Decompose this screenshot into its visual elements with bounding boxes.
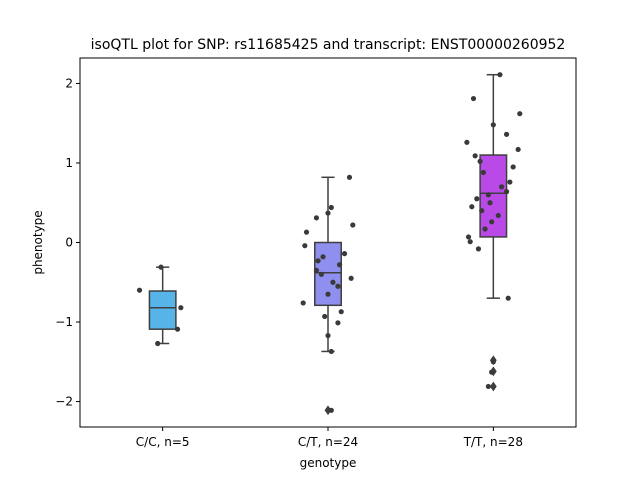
data-point	[503, 189, 510, 195]
chart-title: isoQTL plot for SNP: rs11685425 and tran…	[91, 37, 566, 53]
data-point	[338, 309, 344, 315]
data-point	[465, 234, 472, 240]
data-point	[477, 158, 483, 164]
data-point	[480, 169, 487, 176]
data-point	[322, 313, 328, 320]
y-axis: −2 −1 0 1 2	[55, 76, 80, 409]
data-point	[482, 226, 488, 232]
data-point	[336, 262, 343, 268]
data-point	[485, 192, 491, 198]
data-point	[350, 222, 356, 228]
box	[148, 290, 177, 330]
y-tick-label: 2	[65, 76, 73, 90]
data-point	[325, 332, 331, 339]
data-point	[341, 251, 348, 257]
y-tick-label: 0	[65, 236, 73, 250]
x-axis-label: genotype	[300, 456, 357, 470]
data-point	[325, 210, 331, 216]
data-point	[467, 239, 473, 245]
data-point	[495, 212, 501, 219]
x-tick-label: C/T, n=24	[298, 435, 358, 449]
x-tick-label: T/T, n=28	[463, 435, 523, 449]
y-tick-label: −2	[55, 395, 73, 409]
data-point	[474, 196, 480, 202]
data-point	[510, 164, 516, 170]
data-point	[497, 72, 503, 78]
data-point	[503, 131, 510, 137]
data-point	[507, 179, 513, 185]
data-point	[490, 122, 496, 128]
data-point	[490, 359, 496, 365]
data-point	[346, 174, 353, 180]
data-point	[487, 200, 493, 206]
y-tick-label: 1	[65, 156, 73, 170]
data-point	[313, 215, 320, 221]
x-axis: C/C, n=5 C/T, n=24 T/T, n=28	[136, 427, 523, 449]
data-point	[335, 320, 341, 326]
data-point	[485, 383, 491, 390]
box-group	[136, 264, 184, 347]
data-point	[464, 139, 470, 145]
box-group	[464, 72, 523, 392]
box	[479, 154, 508, 238]
data-point	[469, 204, 475, 210]
data-point	[335, 283, 341, 289]
data-point	[472, 153, 478, 159]
data-point	[155, 340, 161, 347]
plot-area	[136, 72, 523, 416]
data-point	[174, 326, 181, 332]
data-point	[517, 111, 523, 117]
y-axis-label: phenotype	[31, 210, 45, 274]
data-point	[136, 287, 143, 293]
data-point	[320, 254, 326, 260]
data-point	[489, 369, 495, 375]
data-point	[348, 275, 354, 281]
data-point	[313, 267, 320, 273]
data-point	[470, 95, 477, 102]
data-point	[330, 279, 336, 285]
data-point	[328, 407, 334, 413]
x-tick-label: C/C, n=5	[136, 435, 190, 449]
data-point	[158, 264, 164, 270]
data-point	[318, 271, 324, 277]
data-point	[315, 258, 321, 264]
data-point	[499, 184, 505, 190]
data-point	[475, 246, 482, 252]
outlier-marker	[489, 381, 497, 392]
data-point	[325, 291, 331, 297]
data-point	[178, 305, 184, 311]
y-tick-label: −1	[55, 315, 73, 329]
data-point	[505, 295, 511, 301]
data-point	[302, 243, 308, 249]
data-point	[479, 208, 485, 214]
box-group	[300, 174, 356, 416]
data-point	[328, 204, 334, 211]
data-point	[300, 300, 306, 306]
data-point	[515, 146, 521, 153]
data-point	[489, 219, 495, 225]
data-point	[303, 229, 310, 235]
data-point	[328, 348, 334, 355]
